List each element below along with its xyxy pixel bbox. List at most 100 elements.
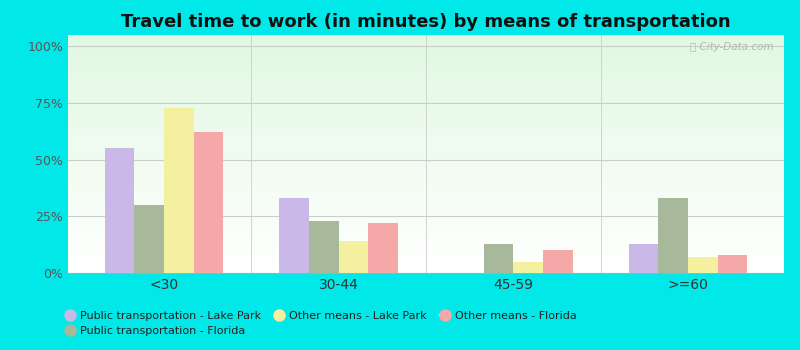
Bar <box>68 110 784 111</box>
Bar <box>68 142 784 143</box>
Bar <box>68 141 784 142</box>
Bar <box>68 53 784 54</box>
Bar <box>68 270 784 271</box>
Bar <box>68 109 784 110</box>
Bar <box>68 91 784 92</box>
Bar <box>68 220 784 222</box>
Bar <box>68 177 784 178</box>
Bar <box>68 159 784 160</box>
Bar <box>68 48 784 49</box>
Bar <box>68 97 784 98</box>
Bar <box>68 179 784 180</box>
Bar <box>68 89 784 90</box>
Bar <box>68 47 784 48</box>
Bar <box>68 244 784 246</box>
Bar <box>68 124 784 125</box>
Bar <box>68 185 784 186</box>
Bar <box>68 152 784 153</box>
Bar <box>68 237 784 238</box>
Bar <box>68 215 784 216</box>
Bar <box>68 255 784 256</box>
Bar <box>68 212 784 214</box>
Bar <box>68 112 784 113</box>
Bar <box>68 43 784 44</box>
Bar <box>68 228 784 229</box>
Bar <box>68 66 784 67</box>
Bar <box>68 129 784 130</box>
Bar <box>68 102 784 103</box>
Bar <box>68 65 784 66</box>
Bar <box>68 241 784 242</box>
Bar <box>68 256 784 258</box>
Bar <box>68 80 784 82</box>
Bar <box>68 118 784 119</box>
Bar <box>164 107 194 273</box>
Bar <box>68 209 784 210</box>
Bar <box>68 140 784 141</box>
Bar <box>68 197 784 198</box>
Bar <box>629 244 658 273</box>
Bar <box>68 224 784 225</box>
Bar <box>68 128 784 129</box>
Bar <box>68 169 784 171</box>
Bar <box>68 203 784 204</box>
Bar <box>68 264 784 265</box>
Legend: Public transportation - Lake Park, Public transportation - Florida, Other means : Public transportation - Lake Park, Publi… <box>62 306 581 341</box>
Bar <box>68 148 784 149</box>
Bar <box>688 257 718 273</box>
Bar <box>68 96 784 97</box>
Bar <box>68 79 784 80</box>
Bar <box>68 76 784 77</box>
Bar <box>68 139 784 140</box>
Bar <box>68 146 784 147</box>
Bar <box>105 148 134 273</box>
Bar <box>514 262 543 273</box>
Bar <box>68 59 784 60</box>
Bar <box>68 40 784 41</box>
Bar <box>68 198 784 199</box>
Bar <box>68 121 784 122</box>
Bar <box>68 85 784 86</box>
Bar <box>68 103 784 104</box>
Bar <box>68 168 784 169</box>
Bar <box>68 56 784 58</box>
Bar <box>68 88 784 89</box>
Bar <box>68 52 784 53</box>
Bar <box>68 240 784 241</box>
Bar <box>68 125 784 127</box>
Bar <box>68 160 784 161</box>
Bar <box>68 72 784 73</box>
Bar <box>68 127 784 128</box>
Bar <box>68 230 784 231</box>
Bar <box>68 181 784 183</box>
Bar <box>68 93 784 94</box>
Bar <box>194 132 223 273</box>
Bar <box>68 232 784 234</box>
Bar <box>68 105 784 106</box>
Bar <box>68 236 784 237</box>
Bar <box>68 204 784 205</box>
Bar <box>68 172 784 173</box>
Bar <box>68 271 784 272</box>
Bar <box>68 137 784 139</box>
Bar <box>68 44 784 46</box>
Bar <box>68 218 784 219</box>
Bar <box>68 253 784 254</box>
Bar <box>68 161 784 162</box>
Bar <box>68 158 784 159</box>
Bar <box>68 130 784 131</box>
Bar <box>68 107 784 109</box>
Bar <box>68 191 784 192</box>
Bar <box>718 255 747 273</box>
Bar <box>68 165 784 166</box>
Bar <box>68 136 784 137</box>
Bar <box>68 46 784 47</box>
Bar <box>68 180 784 181</box>
Bar <box>68 73 784 74</box>
Bar <box>68 106 784 107</box>
Bar <box>68 55 784 56</box>
Bar <box>68 98 784 99</box>
Bar <box>68 266 784 267</box>
Bar <box>658 198 688 273</box>
Bar <box>68 214 784 215</box>
